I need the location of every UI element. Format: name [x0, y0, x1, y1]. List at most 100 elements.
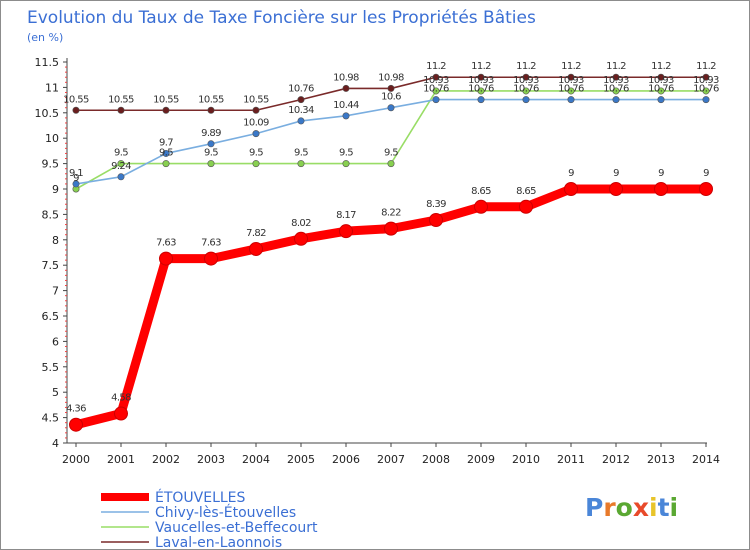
data-label-1: 9.89: [201, 128, 221, 139]
data-labels: 4.36 4.58 7.63 7.63 7.82 8.02 8.17 8.22 8.39 8.65…: [63, 61, 719, 414]
series-point-3: [207, 106, 215, 114]
series-point-2: [162, 160, 170, 168]
series-point-1: [162, 149, 170, 157]
series-point-0: [519, 199, 533, 214]
data-label-3: 10.55: [63, 94, 89, 105]
data-label-3: 11.2: [561, 61, 581, 72]
data-label-0: 9: [703, 168, 709, 179]
chart-unit-label: (en %): [27, 31, 63, 44]
series-point-1: [432, 96, 440, 104]
x-tick-label: 2013: [647, 453, 675, 466]
data-label-3: 11.2: [471, 61, 491, 72]
x-tick-label: 2008: [422, 453, 450, 466]
logo-letter: i: [670, 493, 679, 522]
data-label-0: 4.58: [111, 393, 131, 404]
data-label-0: 8.65: [471, 186, 491, 197]
y-tick-label: 6.5: [42, 310, 60, 323]
data-label-3: 10.55: [108, 94, 134, 105]
series-point-1: [612, 96, 620, 104]
series-point-1: [297, 117, 305, 125]
legend-label-3: Laval-en-Laonnois: [155, 535, 282, 549]
y-tick-label: 5.5: [42, 361, 60, 374]
data-label-1: 10.76: [603, 84, 629, 95]
data-label-1: 9.24: [111, 161, 131, 172]
data-label-1: 10.76: [468, 84, 494, 95]
data-label-3: 11.2: [516, 61, 536, 72]
y-tick-label: 9.5: [42, 158, 60, 171]
series-point-0: [609, 182, 623, 196]
data-label-3: 11.2: [696, 61, 716, 72]
legend-label-2: Vaucelles-et-Beffecourt: [155, 520, 318, 536]
series-point-1: [72, 180, 80, 188]
data-label-0: 4.36: [66, 404, 86, 415]
y-tick-label: 4: [52, 437, 59, 450]
data-label-3: 10.55: [198, 94, 224, 105]
data-label-1: 10.76: [648, 84, 674, 95]
series-point-2: [252, 160, 260, 168]
data-label-2: 9.5: [249, 148, 263, 159]
series-point-1: [477, 96, 485, 104]
series-point-3: [612, 73, 620, 81]
data-label-2: 10.93: [468, 75, 494, 86]
y-tick-label: 7.5: [42, 259, 60, 272]
series-point-2: [522, 87, 530, 95]
series-point-0: [114, 406, 128, 421]
data-label-1: 10.76: [423, 84, 449, 95]
data-label-1: 10.44: [333, 100, 359, 111]
data-label-1: 10.76: [693, 84, 719, 95]
data-label-2: 9.5: [114, 148, 128, 159]
series-point-3: [387, 84, 395, 92]
x-tick-label: 2014: [692, 453, 720, 466]
y-tick-label: 7: [52, 285, 59, 298]
y-tick-label: 5: [52, 386, 59, 399]
series-point-3: [567, 73, 575, 81]
proxiti-logo: Proxiti: [585, 493, 678, 522]
data-label-2: 10.93: [423, 75, 449, 86]
data-label-0: 8.65: [516, 186, 536, 197]
series-point-1: [387, 104, 395, 112]
series-point-0: [474, 199, 488, 214]
x-tick-label: 2006: [332, 453, 360, 466]
series-point-2: [432, 87, 440, 95]
series-point-0: [294, 231, 308, 246]
data-label-3: 11.2: [651, 61, 671, 72]
series-point-0: [654, 182, 668, 196]
data-label-2: 9.5: [159, 148, 173, 159]
data-label-2: 9.5: [339, 148, 353, 159]
series-point-0: [339, 224, 353, 239]
series-point-3: [522, 73, 530, 81]
y-tick-label: 6: [52, 335, 59, 348]
data-label-2: 10.93: [603, 75, 629, 86]
x-tick-label: 2007: [377, 453, 405, 466]
series-point-0: [204, 251, 218, 266]
logo-letter: t: [658, 493, 670, 522]
series-point-3: [432, 73, 440, 81]
series-point-1: [567, 96, 575, 104]
data-label-3: 10.76: [288, 84, 314, 95]
data-label-1: 9.7: [159, 137, 173, 148]
x-tick-label: 2001: [107, 453, 135, 466]
series-point-1: [252, 130, 260, 138]
y-tick-label: 4.5: [42, 412, 60, 425]
series-point-2: [612, 87, 620, 95]
series-point-1: [207, 140, 215, 148]
data-label-0: 8.22: [381, 208, 401, 219]
series-point-2: [567, 87, 575, 95]
data-label-2: 10.93: [513, 75, 539, 86]
series-point-2: [207, 160, 215, 168]
series-point-3: [162, 106, 170, 114]
series-point-2: [387, 160, 395, 168]
x-tick-label: 2000: [62, 453, 90, 466]
series-point-2: [342, 160, 350, 168]
series-layer: [69, 73, 713, 432]
proxiti-logo-text: Proxiti: [585, 493, 678, 522]
series-point-1: [702, 96, 710, 104]
data-label-1: 10.09: [243, 118, 269, 129]
y-tick-label: 10: [45, 132, 59, 145]
series-point-3: [657, 73, 665, 81]
series-point-0: [249, 241, 263, 256]
data-label-0: 7.63: [201, 238, 221, 249]
data-label-3: 10.98: [333, 72, 359, 83]
data-label-2: 9: [73, 173, 79, 184]
